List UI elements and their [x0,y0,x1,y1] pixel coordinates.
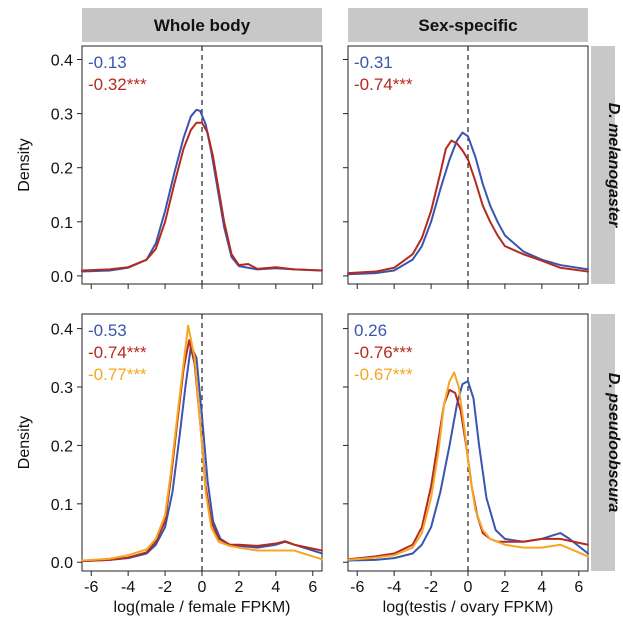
density-line-1 [81,108,323,273]
density-line-3 [347,371,589,561]
median-annotation: -0.77*** [88,365,147,384]
y-tick-label: 0.0 [51,269,73,286]
y-axis-label: Density [16,138,33,191]
x-tick-label: -2 [158,579,172,596]
median-annotation: -0.74*** [88,343,147,362]
y-tick-label: 0.0 [51,555,73,572]
median-annotation: -0.74*** [354,75,413,94]
density-line-1 [347,380,589,562]
density-line-2 [347,139,589,275]
density-line-1 [347,131,589,276]
y-tick-label: 0.2 [51,161,73,178]
median-annotation: -0.13 [88,53,127,72]
density-line-2 [81,121,323,272]
x-tick-label: -2 [424,579,438,596]
y-tick-label: 0.1 [51,215,73,232]
column-strip-label: Whole body [154,16,251,35]
density-line-3 [81,324,323,562]
row-strip-label: D. pseudoobscura [605,373,622,513]
column-strip-1 [82,8,322,42]
x-tick-label: -4 [387,579,401,596]
y-tick-label: 0.1 [51,497,73,514]
x-tick-label: 0 [464,579,473,596]
x-tick-label: 6 [308,579,317,596]
y-tick-label: 0.4 [51,53,73,70]
x-tick-label: 4 [537,579,546,596]
column-strip-label: Sex-specific [418,16,517,35]
x-axis-label: log(testis / ovary FPKM) [383,599,554,616]
x-tick-label: 2 [500,579,509,596]
x-tick-label: 0 [198,579,207,596]
y-tick-label: 0.4 [51,322,73,339]
median-annotation: -0.53 [88,321,127,340]
row-strip-2 [591,314,615,571]
median-annotation: -0.67*** [354,365,413,384]
x-tick-label: -6 [84,579,98,596]
x-tick-label: 6 [574,579,583,596]
x-axis-label: log(male / female FPKM) [114,599,291,616]
panel-2: -0.31 -0.74*** [343,45,589,289]
x-tick-label: -6 [350,579,364,596]
x-tick-label: 4 [271,579,280,596]
median-annotation: -0.31 [354,53,393,72]
median-annotation: -0.76*** [354,343,413,362]
density-line-1 [81,345,323,563]
median-annotation: 0.26 [354,321,387,340]
panel-3: -6 -4 -2 0 2 4 6 0.0 0.1 0.2 0.3 0.4 -0.53 -0.74*** -0… [51,313,323,596]
panel-4: -6 -4 -2 0 2 4 6 0.26 -0.76*** -0.67*** [343,313,589,596]
y-tick-label: 0.3 [51,107,73,124]
y-axis-label: Density [16,416,33,469]
x-tick-label: -4 [121,579,135,596]
x-tick-label: 2 [234,579,243,596]
median-annotation: -0.32*** [88,75,147,94]
column-strip-2 [348,8,588,42]
row-strip-1 [591,46,615,284]
panel-1: 0.0 0.1 0.2 0.3 0.4 -0.13 -0.32*** [51,45,323,289]
row-strip-label: D. melanogaster [605,103,622,228]
y-tick-label: 0.2 [51,438,73,455]
y-tick-label: 0.3 [51,380,73,397]
